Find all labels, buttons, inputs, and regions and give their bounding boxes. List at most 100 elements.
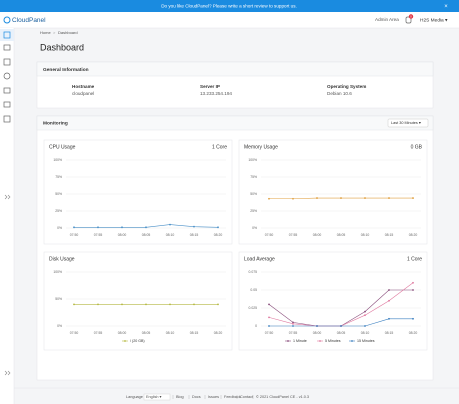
legend-label: 1 Minute bbox=[293, 339, 307, 343]
y-tick-label: 100% bbox=[53, 270, 62, 274]
point bbox=[268, 316, 270, 319]
range-text[interactable]: Last 30 Minutes ▾ bbox=[391, 121, 421, 125]
x-tick-label: 08:15 bbox=[385, 233, 394, 237]
banner-text[interactable]: Do you like CloudPanel? Please write a s… bbox=[161, 4, 297, 9]
range-select[interactable] bbox=[387, 118, 429, 128]
chart-subtitle: 1 Core bbox=[212, 144, 227, 150]
point bbox=[97, 303, 99, 306]
badge bbox=[408, 14, 414, 19]
chart-box bbox=[43, 251, 233, 351]
logo-icon bbox=[3, 16, 11, 24]
point bbox=[316, 325, 318, 327]
chart-title: Load Average bbox=[244, 256, 275, 262]
x-tick-label: 07:55 bbox=[94, 331, 103, 335]
breadcrumb-sep: > bbox=[53, 30, 56, 35]
point bbox=[97, 226, 99, 229]
chart-title: CPU Usage bbox=[49, 144, 76, 150]
x-tick-label: 08:15 bbox=[385, 331, 394, 335]
y-tick-label: 50% bbox=[250, 192, 257, 196]
x-tick-label: 07:50 bbox=[70, 331, 79, 335]
footer-link[interactable]: Blog bbox=[176, 395, 184, 399]
point bbox=[388, 299, 390, 302]
x-tick-label: 08:20 bbox=[409, 331, 418, 335]
point bbox=[388, 317, 390, 320]
point bbox=[121, 303, 123, 306]
point bbox=[364, 314, 366, 317]
chart-box bbox=[43, 139, 233, 245]
x-tick-label: 07:50 bbox=[265, 233, 274, 237]
info-label: Server IP bbox=[200, 84, 220, 89]
y-tick-label: 100% bbox=[248, 158, 257, 162]
y-tick-label: 75% bbox=[55, 175, 62, 179]
y-tick-label: 0.025 bbox=[249, 306, 258, 310]
point bbox=[364, 197, 366, 199]
chart-box bbox=[238, 251, 428, 351]
x-tick-label: 07:50 bbox=[70, 233, 79, 237]
y-tick-label: 0% bbox=[57, 226, 62, 230]
card-header bbox=[36, 61, 434, 77]
point bbox=[73, 303, 75, 306]
nav-icon[interactable] bbox=[3, 115, 11, 123]
legend-label: / (20 GB) bbox=[130, 339, 145, 343]
x-tick-label: 08:20 bbox=[214, 233, 223, 237]
badge-count: 0 bbox=[410, 14, 412, 18]
expand-icon[interactable] bbox=[4, 370, 11, 376]
point bbox=[412, 197, 414, 199]
nav-icon[interactable] bbox=[3, 72, 11, 80]
point bbox=[193, 303, 195, 306]
nav-icon[interactable] bbox=[3, 58, 11, 66]
chart-subtitle: 1 Core bbox=[407, 256, 422, 262]
footer-link[interactable]: Docs bbox=[192, 395, 201, 399]
x-tick-label: 08:20 bbox=[409, 233, 418, 237]
point bbox=[316, 197, 318, 199]
x-tick-label: 08:15 bbox=[190, 233, 199, 237]
sidebar bbox=[0, 28, 14, 404]
nav-icon[interactable] bbox=[3, 101, 11, 108]
point bbox=[268, 303, 270, 306]
legend-dot bbox=[124, 340, 126, 342]
x-tick-label: 08:05 bbox=[337, 233, 346, 237]
point bbox=[412, 289, 414, 291]
breadcrumb-home[interactable]: Home bbox=[40, 30, 51, 35]
point bbox=[292, 321, 294, 324]
x-tick-label: 07:55 bbox=[94, 233, 103, 237]
point bbox=[145, 303, 147, 306]
banner-close[interactable]: × bbox=[444, 4, 448, 10]
x-tick-label: 08:10 bbox=[166, 233, 175, 237]
footer-link[interactable]: Issues bbox=[208, 395, 219, 399]
user-menu[interactable]: H2S Media ▾ bbox=[420, 17, 448, 23]
admin-area[interactable]: Admin Area bbox=[375, 17, 399, 22]
chart-subtitle: 0 GB bbox=[411, 144, 423, 150]
legend-label: 15 Minutes bbox=[357, 339, 375, 343]
chart-title: Disk Usage bbox=[49, 256, 75, 262]
point bbox=[268, 325, 270, 327]
point bbox=[340, 325, 342, 327]
legend-label: 5 Minutes bbox=[325, 339, 341, 343]
sidebar-active bbox=[0, 29, 14, 41]
footer-link[interactable]: Contact bbox=[240, 395, 254, 399]
y-tick-label: 25% bbox=[250, 209, 257, 213]
footer-link[interactable]: Feedback bbox=[224, 395, 241, 399]
x-tick-label: 07:50 bbox=[265, 331, 274, 335]
footer-lang-value[interactable]: English ▾ bbox=[146, 395, 162, 399]
bell-icon[interactable] bbox=[405, 16, 412, 24]
nav-icon[interactable] bbox=[3, 44, 11, 51]
breadcrumb-current: Dashboard bbox=[58, 30, 78, 35]
y-tick-label: 0% bbox=[57, 324, 62, 328]
point bbox=[193, 225, 195, 228]
y-tick-label: 75% bbox=[250, 175, 257, 179]
lang-select[interactable] bbox=[143, 393, 171, 401]
point bbox=[292, 322, 294, 325]
nav-icon[interactable] bbox=[3, 87, 11, 94]
y-tick-label: 0% bbox=[252, 226, 257, 230]
nav-icon[interactable] bbox=[3, 31, 11, 39]
x-tick-label: 07:55 bbox=[289, 233, 298, 237]
expand-icon[interactable] bbox=[4, 194, 11, 200]
point bbox=[292, 325, 294, 327]
y-tick-label: 0.075 bbox=[249, 270, 258, 274]
footer-copyright: © 2021 CloudPanel CE - v1.0.3 bbox=[256, 395, 309, 399]
x-tick-label: 08:20 bbox=[214, 331, 223, 335]
logo[interactable]: CloudPanel bbox=[12, 17, 46, 24]
x-tick-label: 08:00 bbox=[313, 331, 322, 335]
legend-dot bbox=[351, 340, 353, 342]
